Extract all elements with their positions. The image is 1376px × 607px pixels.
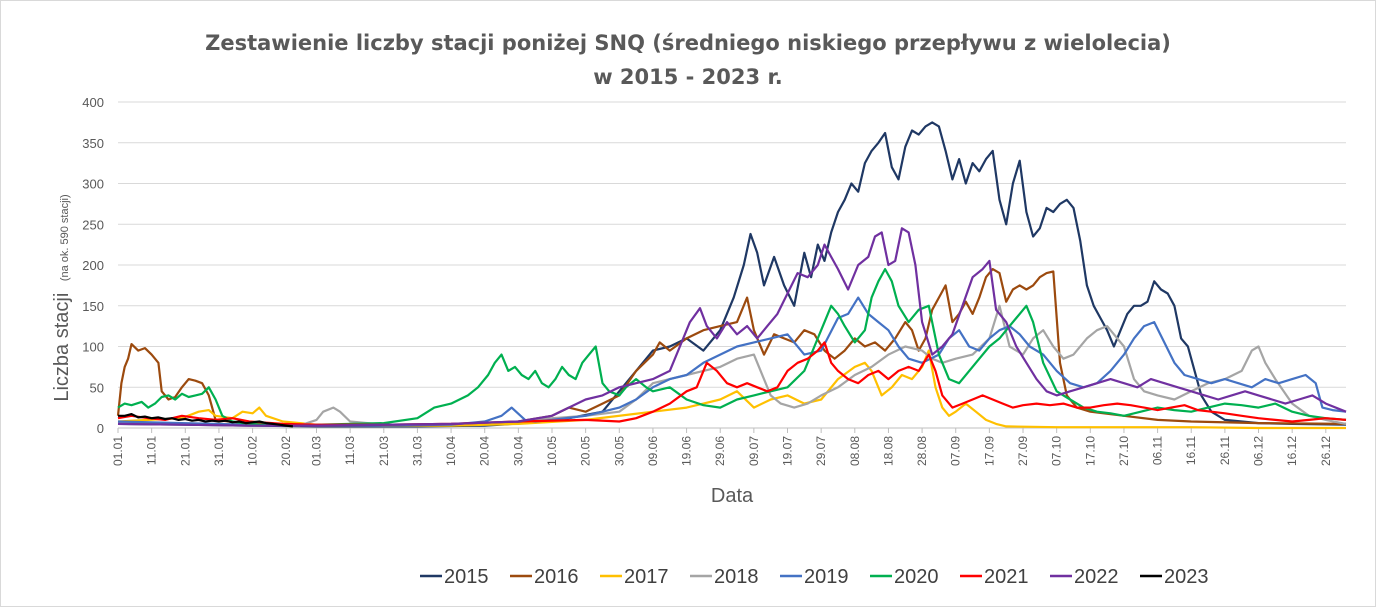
x-tick-label: 31.01 xyxy=(212,436,226,466)
y-tick-label: 50 xyxy=(90,380,104,395)
legend-label: 2019 xyxy=(804,566,849,588)
legend-item-2020: 2020 xyxy=(870,566,939,588)
x-tick-label: 31.03 xyxy=(410,436,424,466)
legend-item-2019: 2019 xyxy=(780,566,849,588)
legend-label: 2015 xyxy=(444,566,489,588)
x-axis-label: Data xyxy=(711,485,754,507)
x-tick-label: 21.03 xyxy=(377,436,391,466)
chart-title: Zestawienie liczby stacji poniżej SNQ (ś… xyxy=(205,31,1171,55)
x-tick-label: 26.11 xyxy=(1218,436,1232,465)
legend-label: 2022 xyxy=(1074,566,1119,588)
series-line-2015 xyxy=(117,121,1347,428)
chart-subtitle: w 2015 - 2023 r. xyxy=(593,65,783,89)
legend-label: 2017 xyxy=(624,566,669,588)
x-tick-label: 30.04 xyxy=(511,436,525,466)
x-tick-label: 28.08 xyxy=(915,436,929,466)
legend-label: 2021 xyxy=(984,566,1029,588)
x-tick-label: 27.09 xyxy=(1016,436,1030,466)
x-tick-label: 17.10 xyxy=(1083,436,1097,466)
series-line-2022 xyxy=(117,227,1347,427)
y-tick-label: 150 xyxy=(82,299,104,314)
x-tick-label: 19.06 xyxy=(680,436,694,466)
x-tick-label: 30.05 xyxy=(612,436,626,466)
legend-label: 2016 xyxy=(534,566,579,588)
x-tick-label: 16.11 xyxy=(1184,436,1198,465)
legend-item-2018: 2018 xyxy=(690,566,759,588)
x-tick-label: 08.08 xyxy=(848,436,862,466)
x-tick-label: 10.02 xyxy=(246,436,260,466)
legend-label: 2023 xyxy=(1164,566,1209,588)
x-tick-labels: 01.01 11.01 21.01 31.01 10.02 20.02 01.03 11.03… xyxy=(111,428,1333,466)
y-axis-label-sub: (na ok. 590 stacji) xyxy=(59,194,71,281)
legend-item-2022: 2022 xyxy=(1050,566,1119,588)
x-tick-label: 20.05 xyxy=(579,436,593,466)
gridlines xyxy=(118,101,1346,429)
x-tick-label: 10.05 xyxy=(545,436,559,466)
x-tick-label: 01.01 xyxy=(111,436,125,466)
legend-item-2016: 2016 xyxy=(510,566,579,588)
y-axis-label-main: Liczba stacji xyxy=(51,293,73,402)
x-tick-label: 19.07 xyxy=(781,436,795,466)
y-tick-label: 100 xyxy=(82,340,104,355)
x-tick-label: 27.10 xyxy=(1117,436,1131,466)
x-tick-label: 09.06 xyxy=(646,436,660,466)
legend-item-2023: 2023 xyxy=(1140,566,1209,588)
legend-label: 2018 xyxy=(714,566,759,588)
series-line-2020 xyxy=(117,268,1347,426)
x-tick-label: 06.12 xyxy=(1252,436,1266,466)
y-tick-labels: 0 50 100 150 200 250 300 350 400 xyxy=(82,95,104,436)
x-tick-label: 20.02 xyxy=(279,436,293,466)
x-tick-label: 26.12 xyxy=(1319,436,1333,466)
y-tick-label: 200 xyxy=(82,258,104,273)
x-tick-label: 07.10 xyxy=(1050,436,1064,466)
x-tick-label: 20.04 xyxy=(478,436,492,466)
x-tick-label: 09.07 xyxy=(747,436,761,466)
x-tick-label: 18.08 xyxy=(881,436,895,466)
x-tick-label: 29.06 xyxy=(713,436,727,466)
y-tick-label: 0 xyxy=(97,421,104,436)
x-tick-label: 10.04 xyxy=(444,436,458,466)
x-tick-label: 11.03 xyxy=(343,436,357,465)
y-tick-label: 250 xyxy=(82,217,104,232)
legend: 2015 2016 2017 2018 2019 2020 2021 2022 2023 xyxy=(420,566,1209,588)
legend-label: 2020 xyxy=(894,566,939,588)
y-tick-label: 400 xyxy=(82,95,104,110)
legend-item-2017: 2017 xyxy=(600,566,669,588)
series-line-2023 xyxy=(118,413,294,428)
x-tick-label: 11.01 xyxy=(145,436,159,465)
x-tick-label: 06.11 xyxy=(1151,436,1165,465)
x-tick-label: 29.07 xyxy=(814,436,828,466)
series-lines xyxy=(116,121,1347,430)
x-tick-label: 21.01 xyxy=(178,436,192,466)
legend-item-2021: 2021 xyxy=(960,566,1029,588)
y-axis-label: Liczba stacji (na ok. 590 stacji) xyxy=(51,194,73,401)
y-tick-label: 300 xyxy=(82,177,104,192)
y-tick-label: 350 xyxy=(82,136,104,151)
x-tick-label: 17.09 xyxy=(982,436,996,466)
x-tick-label: 16.12 xyxy=(1285,436,1299,466)
x-tick-label: 07.09 xyxy=(949,436,963,466)
x-tick-label: 01.03 xyxy=(309,436,323,466)
series-line-2016 xyxy=(116,268,1347,427)
legend-item-2015: 2015 xyxy=(420,566,489,588)
